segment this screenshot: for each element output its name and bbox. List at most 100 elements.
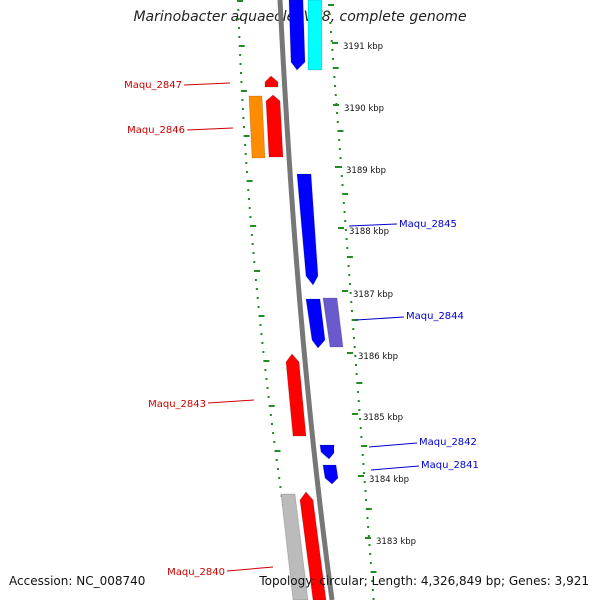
dot-mark [263, 360, 270, 362]
dot-mark [344, 229, 347, 231]
dot-mark [242, 117, 245, 119]
dot-mark [338, 139, 341, 141]
dot-mark [371, 580, 374, 582]
dot-mark [352, 337, 355, 339]
dot-mark [333, 76, 336, 78]
gene-leader-line [348, 223, 398, 227]
dot-mark [337, 130, 344, 132]
tick-label: 3184 kbp [369, 475, 409, 485]
cds-maqu-2842 [319, 444, 335, 460]
dot-mark [252, 252, 255, 254]
gene-label[interactable]: Maqu_2843 [148, 399, 206, 410]
dot-mark [267, 396, 270, 398]
gene-label[interactable]: Maqu_2840 [167, 567, 225, 578]
dot-mark [359, 418, 362, 420]
dot-mark [351, 319, 358, 321]
dot-mark [253, 261, 256, 263]
dot-mark [249, 216, 252, 218]
dot-mark [255, 288, 258, 290]
cds-maqu-2844b [322, 297, 344, 348]
dot-mark [369, 562, 372, 564]
tick-mark [342, 290, 348, 292]
dot-mark [334, 85, 337, 87]
dot-mark [363, 472, 366, 474]
cds-maqu-2840 [299, 491, 327, 600]
dot-mark [370, 571, 377, 573]
dot-mark [239, 63, 242, 65]
tick-label: 3185 kbp [363, 413, 403, 423]
dot-mark [250, 225, 257, 227]
dot-mark [342, 202, 345, 204]
dot-mark [340, 175, 343, 177]
dot-mark [350, 301, 353, 303]
dot-mark [240, 81, 243, 83]
dot-mark [360, 436, 363, 438]
dot-mark [348, 283, 351, 285]
dot-mark [329, 22, 332, 24]
dot-mark [328, 13, 331, 15]
tick-mark [347, 352, 353, 354]
dot-mark [340, 166, 343, 168]
dot-mark [270, 423, 273, 425]
dot-mark [353, 346, 356, 348]
tick-mark [358, 475, 364, 477]
dot-mark [367, 535, 370, 537]
dot-mark [254, 279, 257, 281]
genome-backbone [277, 0, 335, 600]
dot-mark [345, 238, 348, 240]
gene-label[interactable]: Maqu_2846 [127, 125, 185, 136]
dot-mark [256, 297, 259, 299]
dot-mark [279, 486, 282, 488]
dot-mark [336, 121, 339, 123]
dot-mark [274, 450, 281, 452]
feature-track [248, 0, 344, 600]
dot-mark [359, 427, 362, 429]
gene-label[interactable]: Maqu_2845 [399, 219, 457, 230]
cds-cyan [307, 0, 323, 71]
dot-mark [238, 45, 245, 47]
dot-mark [371, 589, 374, 591]
tick-label: 3190 kbp [344, 104, 384, 114]
dot-mark [364, 490, 367, 492]
dot-mark [237, 18, 240, 20]
dot-mark [346, 256, 353, 258]
dot-mark [241, 108, 244, 110]
dot-mark [265, 378, 268, 380]
gene-label[interactable]: Maqu_2847 [124, 80, 182, 91]
dot-mark [368, 544, 371, 546]
dot-mark [362, 463, 365, 465]
dot-mark [248, 207, 251, 209]
cds-gray [280, 493, 309, 600]
dot-mark [242, 126, 245, 128]
dot-mark [332, 58, 335, 60]
dot-mark [328, 4, 334, 6]
dot-mark [272, 432, 275, 434]
dot-mark [349, 292, 352, 294]
tick-label: 3189 kbp [346, 166, 386, 176]
tick-label: 3187 kbp [353, 290, 393, 300]
dot-mark [350, 310, 353, 312]
dot-mark [244, 153, 247, 155]
dot-mark [330, 31, 333, 33]
gene-label[interactable]: Maqu_2841 [421, 460, 479, 471]
dot-mark [330, 40, 333, 42]
dot-mark [239, 72, 242, 74]
dot-mark [365, 499, 368, 501]
dot-mark [273, 441, 276, 443]
cds-maqu-2846 [265, 94, 284, 158]
dot-mark [366, 517, 369, 519]
gene-label[interactable]: Maqu_2842 [419, 437, 477, 448]
dot-mark [354, 355, 357, 357]
dot-mark [245, 162, 248, 164]
dot-mark [237, 0, 243, 2]
dot-mark [372, 598, 375, 600]
dot-mark [367, 526, 370, 528]
cds-maqu-2843 [285, 353, 307, 437]
gene-leader-line [226, 566, 274, 572]
dot-mark [250, 234, 253, 236]
gene-leader-line [370, 465, 420, 471]
dot-mark [238, 36, 241, 38]
dot-mark [361, 454, 364, 456]
gene-label[interactable]: Maqu_2844 [406, 311, 464, 322]
